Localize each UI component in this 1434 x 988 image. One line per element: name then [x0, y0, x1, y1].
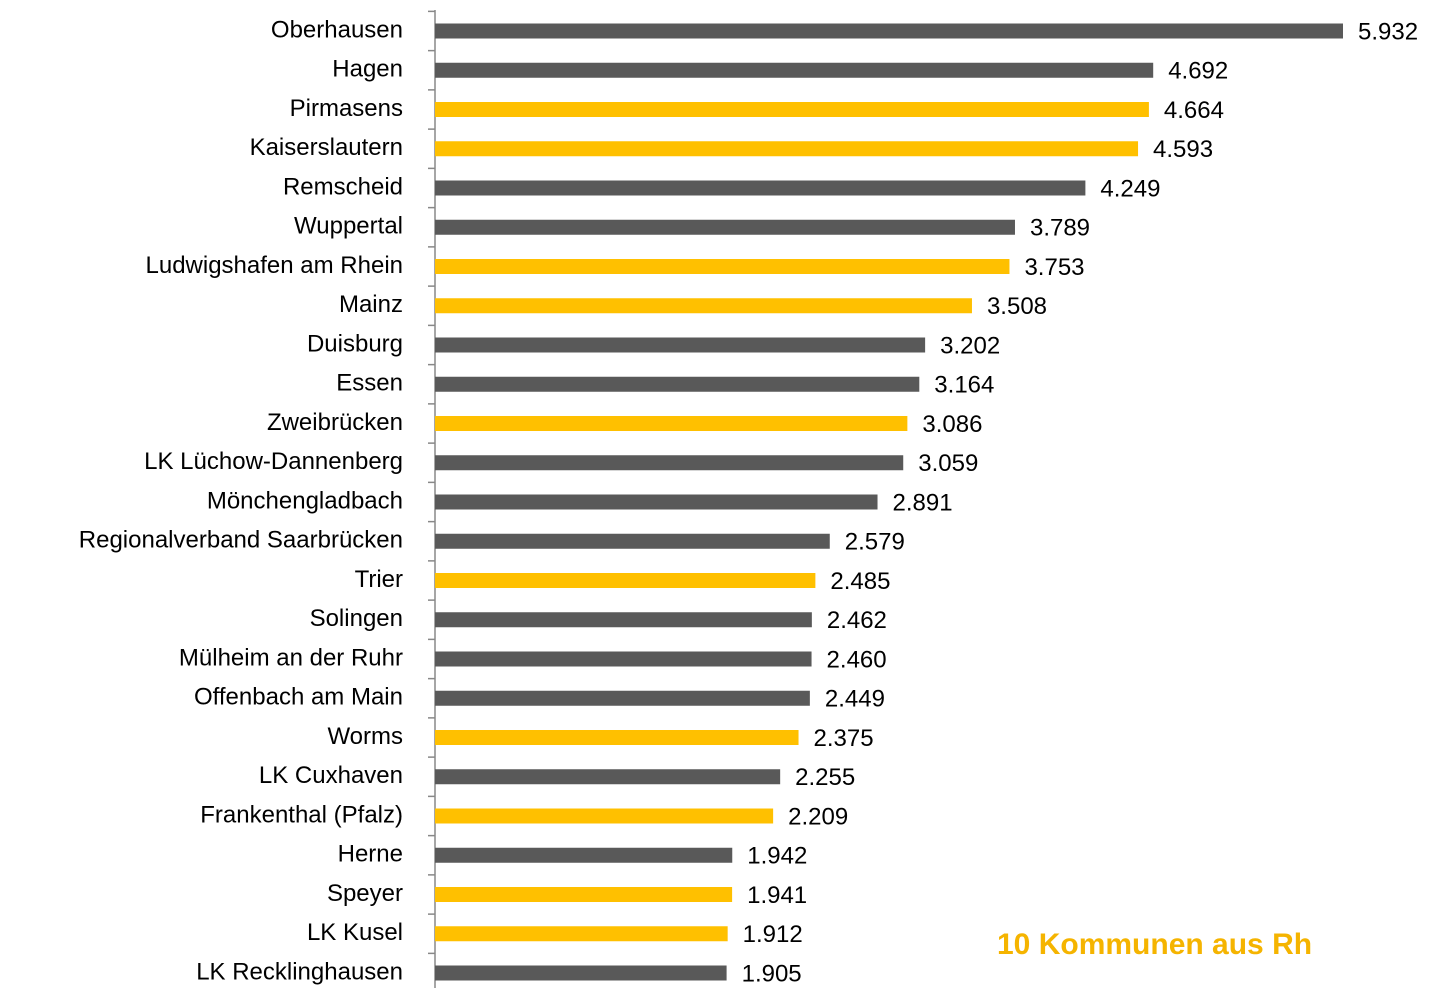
value-label: 4.593 — [1153, 136, 1213, 163]
category-label: Frankenthal (Pfalz) — [200, 801, 403, 828]
bar — [435, 102, 1149, 117]
bar — [435, 337, 926, 353]
value-label: 3.202 — [940, 332, 1000, 359]
value-label: 4.664 — [1164, 97, 1224, 124]
bar — [435, 416, 908, 431]
category-label: Mönchengladbach — [207, 487, 403, 514]
value-label: 1.905 — [742, 960, 802, 987]
value-label: 5.932 — [1358, 18, 1418, 45]
value-label: 4.249 — [1100, 175, 1160, 202]
value-label: 2.375 — [814, 725, 874, 752]
bar — [435, 730, 799, 745]
category-label: Wuppertal — [294, 213, 403, 240]
value-label: 3.059 — [918, 450, 978, 477]
category-label: LK Lüchow-Dannenberg — [144, 448, 403, 475]
category-label: Mülheim an der Ruhr — [179, 644, 403, 671]
category-label: LK Kusel — [307, 919, 403, 946]
category-label: Oberhausen — [271, 16, 403, 43]
category-label: Worms — [327, 723, 403, 750]
value-label: 2.460 — [827, 646, 887, 673]
category-label: Pirmasens — [290, 95, 403, 122]
bar — [435, 690, 810, 706]
value-label: 1.941 — [747, 882, 807, 909]
bar — [435, 219, 1015, 235]
bar — [435, 769, 781, 785]
category-label: Kaiserslautern — [250, 134, 403, 161]
category-label: LK Cuxhaven — [259, 762, 403, 789]
bar — [435, 965, 727, 981]
category-label: Herne — [338, 841, 403, 868]
value-label: 3.508 — [987, 293, 1047, 320]
value-label: 2.579 — [845, 529, 905, 556]
bar — [435, 494, 878, 510]
bar — [435, 926, 728, 942]
bar — [435, 651, 812, 667]
category-label: Speyer — [327, 880, 403, 907]
value-label: 1.942 — [747, 843, 807, 870]
category-label: Trier — [355, 566, 403, 593]
value-label: 4.692 — [1168, 58, 1228, 85]
category-label: Essen — [336, 370, 403, 397]
category-label: Regionalverband Saarbrücken — [79, 527, 403, 554]
bar — [435, 887, 733, 902]
value-label: 2.485 — [830, 568, 890, 595]
value-label: 3.164 — [934, 372, 994, 399]
category-label: Zweibrücken — [267, 409, 403, 436]
bar — [435, 808, 774, 824]
value-label: 2.209 — [788, 803, 848, 830]
value-label: 2.891 — [893, 489, 953, 516]
category-label: Ludwigshafen am Rhein — [146, 252, 404, 279]
category-label: Hagen — [332, 56, 403, 83]
bar — [435, 612, 812, 628]
bar — [435, 62, 1154, 78]
value-label: 2.255 — [795, 764, 855, 791]
value-label: 2.462 — [827, 607, 887, 634]
category-label: Duisburg — [307, 330, 403, 357]
bar — [435, 259, 1010, 274]
category-label: Mainz — [339, 291, 403, 318]
category-label: Offenbach am Main — [194, 684, 403, 711]
category-label: LK Recklinghausen — [196, 958, 403, 985]
value-label: 3.086 — [922, 411, 982, 438]
value-label: 2.449 — [825, 686, 885, 713]
value-label: 3.789 — [1030, 215, 1090, 242]
bar — [435, 533, 830, 549]
value-label: 1.912 — [743, 921, 803, 948]
category-label: Remscheid — [283, 173, 403, 200]
bar — [435, 298, 972, 314]
bar — [435, 180, 1086, 196]
value-label: 3.753 — [1024, 254, 1084, 281]
bar — [435, 847, 733, 863]
bar — [435, 141, 1139, 157]
bar — [435, 455, 904, 471]
bar — [435, 23, 1343, 39]
annotation: 10 Kommunen aus Rh — [997, 928, 1312, 961]
bar — [435, 376, 920, 392]
bar — [435, 573, 816, 588]
category-label: Solingen — [310, 605, 403, 632]
